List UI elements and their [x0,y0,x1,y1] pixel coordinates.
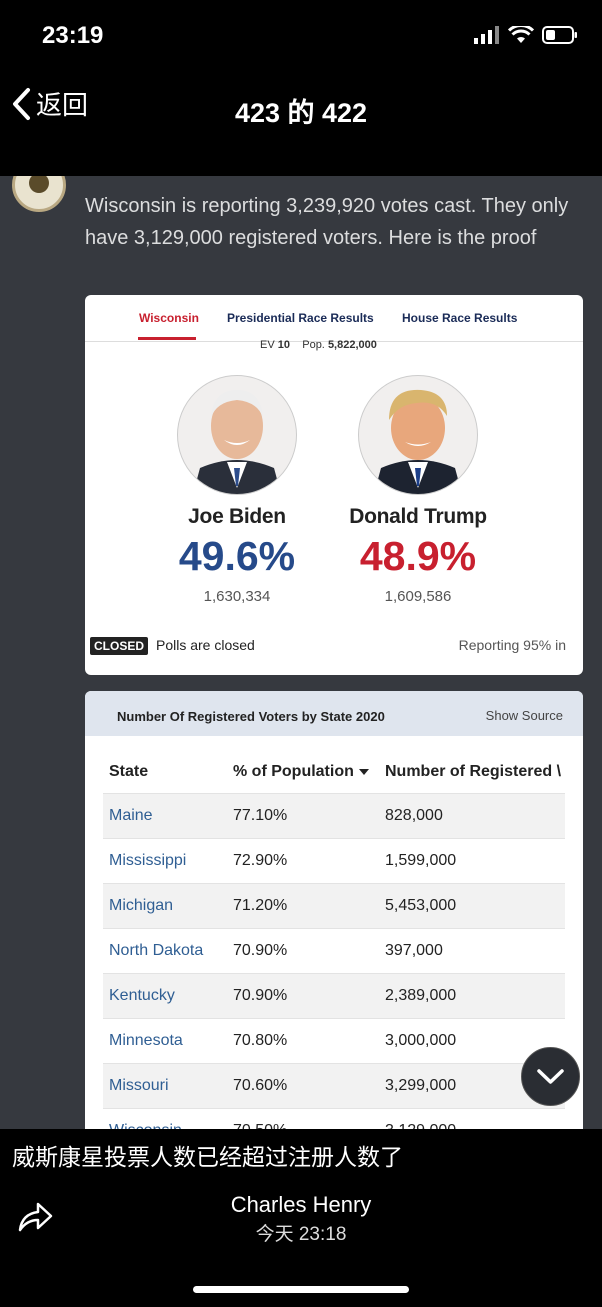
back-button[interactable]: 返回 [10,85,88,122]
cell-state[interactable]: North Dakota [103,928,232,974]
results-card: Wisconsin Presidential Race Results Hous… [85,295,583,675]
polls-status: Polls are closed [156,637,255,653]
page-title: 423 的 422 [234,98,368,128]
biden-photo [177,375,297,495]
candidate-votes: 1,630,334 [203,588,271,605]
trump-photo [358,375,478,495]
candidate-biden: Joe Biden 49.6% 1,630,334 [157,375,317,605]
voters-card: Number Of Registered Voters by State 202… [85,691,583,1129]
candidate-percent: 49.6% [178,533,296,579]
cell-percent: 77.10% [232,793,384,839]
back-label: 返回 [36,90,89,120]
cell-registered: 2,389,000 [384,973,565,1019]
image-caption: 威斯康星投票人数已经超过注册人数了 [12,1144,403,1170]
cell-percent: 70.90% [232,928,384,974]
candidate-percent: 48.9% [359,533,477,579]
pop-value: 5,822,000 [327,339,377,351]
signal-icon [474,26,499,44]
show-source-link[interactable]: Show Source [485,708,563,723]
share-icon [18,1202,53,1232]
cell-registered: 828,000 [384,793,565,839]
status-bar: 23:19 [0,0,602,70]
cell-registered: 1,599,000 [384,838,565,884]
share-button[interactable] [16,1200,54,1239]
cell-registered: 5,453,000 [384,883,565,929]
sort-down-icon [359,769,370,775]
ev-label: EV [260,339,275,351]
table-row: Michigan 71.20% 5,453,000 [103,883,565,929]
candidate-name: Donald Trump [349,505,487,528]
voters-card-title: Number Of Registered Voters by State 202… [117,709,385,724]
cell-registered: 3,129,000 [384,1108,565,1129]
cell-state[interactable]: Mississippi [103,838,232,884]
pop-label: Pop. [302,339,325,351]
candidate-name: Joe Biden [188,505,286,528]
post-timestamp: 今天 23:18 [255,1224,347,1245]
table-row: Missouri 70.60% 3,299,000 [103,1063,565,1109]
table-row: Maine 77.10% 828,000 [103,793,565,839]
cell-state[interactable]: Michigan [103,883,232,929]
tab-presidential[interactable]: Presidential Race Results [227,311,374,325]
cell-state[interactable]: Minnesota [103,1018,232,1064]
cell-percent: 70.50% [232,1108,384,1129]
cell-registered: 397,000 [384,928,565,974]
candidate-votes: 1,609,586 [384,588,452,605]
reporting-status: Reporting 95% in [458,637,566,653]
voters-table: State % of Population Number of Register… [103,751,565,1129]
tab-wisconsin[interactable]: Wisconsin [139,311,199,325]
wifi-icon [508,26,534,43]
table-row: Mississippi 72.90% 1,599,000 [103,838,565,884]
column-header-registered[interactable]: Number of Registered \ [385,763,562,780]
active-tab-indicator [138,337,196,340]
cell-state[interactable]: Kentucky [103,973,232,1019]
table-row: North Dakota 70.90% 397,000 [103,928,565,974]
screenshot-content: Wisconsin is reporting 3,239,920 votes c… [0,176,602,1129]
table-header-row: State % of Population Number of Register… [103,751,565,794]
author-name: Charles Henry [230,1192,372,1217]
chevron-down-icon [537,1069,564,1084]
table-row: Minnesota 70.80% 3,000,000 [103,1018,565,1064]
cell-state[interactable]: Maine [103,793,232,839]
table-row: Kentucky 70.90% 2,389,000 [103,973,565,1019]
cell-percent: 71.20% [232,883,384,929]
cell-percent: 70.80% [232,1018,384,1064]
cell-state[interactable]: Wisconsin [103,1108,232,1129]
avatar[interactable] [12,176,66,212]
status-icons [474,26,578,44]
post-text: Wisconsin is reporting 3,239,920 votes c… [85,195,569,249]
table-row: Wisconsin 70.50% 3,129,000 [103,1108,565,1129]
ev-pop-line: EV 10 Pop. 5,822,000 [260,339,377,351]
cell-percent: 70.90% [232,973,384,1019]
tab-house[interactable]: House Race Results [402,311,518,325]
cell-percent: 72.90% [232,838,384,884]
voters-card-header: Number Of Registered Voters by State 202… [85,691,583,736]
status-time: 23:19 [42,22,104,49]
nav-bar: 返回 423 的 422 [0,75,602,140]
cell-state[interactable]: Missouri [103,1063,232,1109]
column-header-state[interactable]: State [109,763,149,780]
home-indicator[interactable] [193,1286,409,1293]
closed-badge: CLOSED [90,637,149,655]
scroll-down-button[interactable] [521,1047,580,1106]
cell-percent: 70.60% [232,1063,384,1109]
candidate-trump: Donald Trump 48.9% 1,609,586 [338,375,498,605]
chevron-left-icon [13,87,30,120]
column-header-percent[interactable]: % of Population [232,751,384,794]
results-tabs: Wisconsin Presidential Race Results Hous… [85,295,583,342]
ev-value: 10 [277,339,290,351]
battery-icon [542,26,577,44]
